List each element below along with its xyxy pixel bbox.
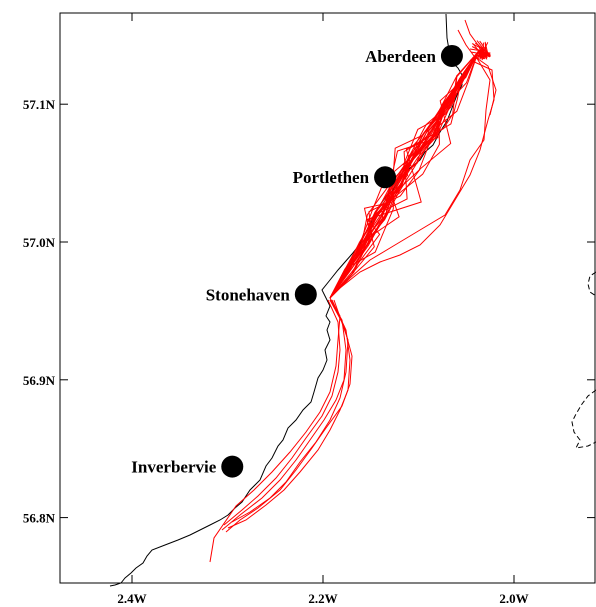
town-label: Stonehaven [206, 285, 291, 304]
vessel-track [227, 299, 351, 529]
town-marker [374, 166, 397, 189]
vessel-track [329, 42, 491, 299]
y-tick-label: 57.0N [23, 235, 56, 250]
map-frame [59, 12, 596, 584]
vessel-track [231, 299, 349, 523]
vessel-track [329, 43, 486, 299]
town-marker [440, 44, 463, 67]
vessel-track [223, 299, 341, 526]
town-label: Portlethen [293, 168, 370, 187]
y-tick-label: 56.9N [23, 373, 56, 388]
y-tick-label: 56.8N [23, 511, 56, 526]
vessel-track [209, 297, 341, 563]
coastline [109, 13, 463, 587]
x-tick-label: 2.2W [308, 591, 337, 606]
axis-tick-labels: 2.4W 2.2W 2.0W 57.1N 57.0N 56.9N 56.8N [23, 97, 529, 606]
vessel-track [457, 29, 497, 116]
vessel-tracks [209, 19, 497, 563]
town-markers: Aberdeen Portlethen Stonehaven Inverbervie [131, 44, 463, 478]
town-marker [294, 283, 317, 306]
offshore-dashed-feature [571, 389, 596, 449]
y-tick-label: 57.1N [23, 97, 56, 112]
offshore-dashed-feature [587, 271, 596, 297]
town-label: Inverbervie [131, 458, 216, 477]
vessel-track [331, 54, 491, 297]
vessel-track [225, 299, 353, 533]
x-tick-label: 2.4W [117, 591, 146, 606]
vessel-track [221, 299, 347, 531]
town-marker [221, 455, 244, 478]
vessel-track [464, 19, 487, 61]
axis-ticks [60, 13, 595, 583]
town-label: Aberdeen [365, 47, 436, 66]
x-tick-label: 2.0W [499, 591, 528, 606]
